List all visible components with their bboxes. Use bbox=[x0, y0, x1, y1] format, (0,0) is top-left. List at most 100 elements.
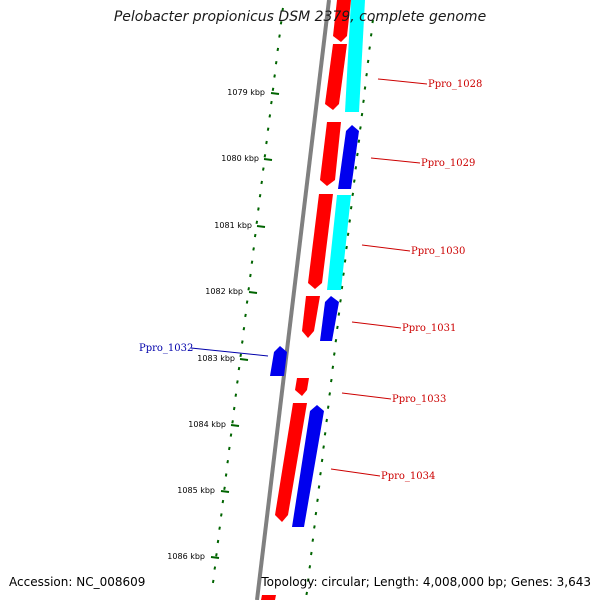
scale-label: 1080 kbp bbox=[221, 154, 259, 163]
gene-label-ppro-1028[interactable]: Ppro_1028 bbox=[428, 79, 482, 90]
gene-arrow-forward bbox=[325, 44, 347, 110]
inner-tick bbox=[250, 260, 254, 264]
outer-tick bbox=[351, 192, 355, 197]
gene-label-ppro-1031[interactable]: Ppro_1031 bbox=[402, 323, 456, 334]
inner-tick bbox=[265, 140, 268, 145]
gene-arrow-forward bbox=[295, 378, 309, 396]
inner-tick bbox=[278, 34, 281, 38]
inner-tick bbox=[249, 273, 252, 278]
outer-tick bbox=[354, 166, 358, 170]
outer-tick bbox=[334, 339, 338, 343]
gene-arrow-forward bbox=[302, 296, 320, 338]
inner-tick bbox=[213, 566, 217, 570]
inner-tick bbox=[281, 7, 284, 12]
outer-tick bbox=[310, 551, 313, 556]
outer-tick bbox=[369, 33, 373, 37]
outer-tick bbox=[356, 152, 359, 157]
inner-tick bbox=[215, 553, 218, 557]
leader-line-ppro-1033 bbox=[341, 392, 392, 400]
inner-tick bbox=[270, 100, 273, 105]
inner-tick bbox=[257, 207, 260, 211]
inner-tick bbox=[268, 114, 272, 118]
inner-tick bbox=[218, 526, 221, 530]
gene-arrow-forward bbox=[261, 595, 276, 600]
inner-tick bbox=[274, 61, 278, 65]
inner-tick bbox=[276, 47, 280, 52]
inner-tick bbox=[229, 433, 233, 437]
inner-tick bbox=[223, 486, 226, 490]
outer-tick bbox=[363, 86, 367, 90]
gene-label-ppro-1029[interactable]: Ppro_1029 bbox=[421, 158, 475, 169]
leader-line-ppro-1030 bbox=[361, 244, 411, 252]
outer-tick bbox=[360, 112, 364, 117]
inner-tick bbox=[237, 366, 241, 371]
scale-label: 1079 kbp bbox=[227, 88, 265, 97]
outer-tick bbox=[326, 405, 330, 409]
outer-tick bbox=[328, 392, 331, 396]
inner-tick bbox=[279, 21, 283, 25]
leader-line-ppro-1031 bbox=[351, 321, 402, 329]
gene-arrow-forward bbox=[275, 403, 307, 522]
genome-backbone bbox=[255, 0, 331, 600]
gene-label-ppro-1034[interactable]: Ppro_1034 bbox=[381, 471, 435, 482]
outer-tick bbox=[345, 245, 348, 250]
outer-tick bbox=[325, 418, 328, 423]
outer-tick bbox=[346, 232, 350, 236]
outer-tick bbox=[357, 139, 361, 143]
outer-tick bbox=[322, 445, 325, 449]
inner-tick bbox=[236, 380, 239, 384]
gene-arrow-reverse bbox=[270, 346, 287, 376]
outer-tick bbox=[343, 259, 347, 263]
outer-tick bbox=[306, 578, 310, 582]
gene-arrow-forward bbox=[320, 122, 341, 186]
leader-line-ppro-1028 bbox=[377, 78, 428, 85]
outer-tick bbox=[313, 525, 316, 529]
inner-tick bbox=[226, 460, 229, 464]
scale-label: 1083 kbp bbox=[197, 354, 235, 363]
inner-tick bbox=[253, 233, 257, 238]
inner-tick-ring bbox=[211, 7, 284, 584]
scale-label: 1086 kbp bbox=[167, 552, 205, 561]
inner-tick bbox=[228, 446, 231, 451]
inner-tick bbox=[262, 167, 265, 171]
accession-label: Accession: NC_008609 bbox=[9, 575, 146, 589]
inner-tick bbox=[271, 87, 275, 91]
scale-label: 1081 kbp bbox=[214, 221, 252, 230]
topology-label: Topology: circular; Length: 4,008,000 bp… bbox=[261, 575, 591, 589]
inner-tick bbox=[221, 499, 225, 504]
gene-label-ppro-1033[interactable]: Ppro_1033 bbox=[392, 394, 446, 405]
inner-tick bbox=[234, 393, 238, 397]
gene-arrow-reverse bbox=[320, 296, 339, 341]
outer-tick bbox=[348, 219, 351, 223]
outer-tick bbox=[308, 565, 312, 569]
gene-label-ppro-1030[interactable]: Ppro_1030 bbox=[411, 246, 465, 257]
outer-tick bbox=[314, 511, 318, 516]
scale-label: 1082 kbp bbox=[205, 287, 243, 296]
inner-tick bbox=[260, 180, 263, 185]
outer-tick bbox=[340, 285, 344, 290]
scale-major-ticks bbox=[210, 92, 280, 559]
gene-arrow-reverse bbox=[338, 125, 359, 189]
outer-tick bbox=[317, 485, 321, 489]
outer-tick bbox=[320, 458, 324, 463]
inner-tick bbox=[252, 247, 255, 251]
inner-tick bbox=[245, 300, 249, 304]
gene-arrow-forward bbox=[308, 194, 333, 289]
outer-tick bbox=[333, 352, 336, 356]
inner-tick bbox=[224, 473, 228, 477]
outer-tick bbox=[331, 365, 335, 369]
outer-tick bbox=[337, 312, 341, 316]
outer-tick bbox=[371, 19, 374, 24]
leader-line-ppro-1034 bbox=[330, 468, 381, 477]
outer-tick-ring bbox=[305, 19, 374, 596]
outer-tick bbox=[353, 179, 356, 183]
inner-tick bbox=[231, 420, 234, 424]
outer-tick bbox=[368, 46, 371, 50]
gene-label-ppro-1032[interactable]: Ppro_1032 bbox=[139, 343, 193, 354]
leader-line-ppro-1032 bbox=[190, 347, 269, 357]
gene-arrow-forward bbox=[333, 0, 351, 42]
inner-tick bbox=[244, 313, 247, 318]
outer-tick bbox=[305, 591, 308, 596]
